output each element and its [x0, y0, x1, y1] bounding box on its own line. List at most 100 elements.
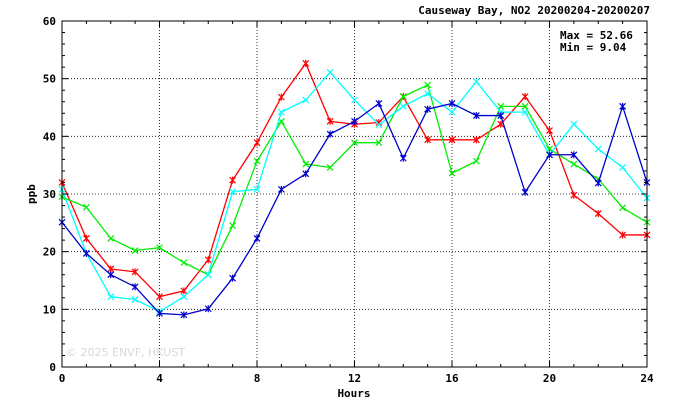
- data-point: [204, 256, 212, 264]
- y-tick-label: 40: [43, 130, 56, 143]
- data-point: [180, 287, 188, 295]
- data-point: [107, 293, 115, 301]
- data-point: [399, 154, 407, 162]
- series-4: [58, 99, 651, 319]
- y-tick-label: 50: [43, 73, 56, 86]
- data-point: [302, 59, 310, 67]
- data-point: [277, 185, 285, 193]
- data-point: [521, 188, 529, 196]
- data-point: [472, 112, 480, 120]
- data-point: [424, 105, 432, 113]
- series-layer: [58, 59, 651, 319]
- data-point: [229, 274, 237, 282]
- data-point: [375, 99, 383, 107]
- data-point: [619, 204, 627, 212]
- data-point: [351, 139, 358, 147]
- data-point: [448, 108, 456, 116]
- min-stat: Min = 9.04: [560, 41, 627, 54]
- y-tick-label: 10: [43, 303, 56, 316]
- axis-ticks: 0 4 8 12 16 20 24 0 10 20 30 40 50 60: [43, 15, 654, 385]
- y-axis-label: ppb: [25, 184, 38, 204]
- y-tick-label: 60: [43, 15, 56, 28]
- x-tick-label: 8: [254, 372, 261, 385]
- data-point: [594, 145, 602, 153]
- data-point: [472, 78, 480, 85]
- x-tick-label: 24: [640, 372, 654, 385]
- data-point: [448, 99, 456, 107]
- data-point: [594, 179, 602, 187]
- data-point: [156, 293, 163, 301]
- series-3: [58, 68, 651, 316]
- data-point: [82, 203, 90, 211]
- data-point: [375, 139, 383, 147]
- data-point: [277, 93, 285, 101]
- data-point: [399, 93, 407, 100]
- data-point: [570, 160, 578, 168]
- data-point: [399, 102, 407, 110]
- data-point: [277, 108, 285, 116]
- data-point: [302, 160, 310, 168]
- data-point: [302, 170, 310, 178]
- data-point: [497, 112, 505, 120]
- data-point: [619, 102, 627, 110]
- data-point: [131, 247, 139, 254]
- chart-title: Causeway Bay, NO2 20200204-20200207: [418, 4, 650, 17]
- y-tick-label: 30: [43, 188, 56, 201]
- data-point: [326, 164, 334, 171]
- data-point: [570, 191, 578, 199]
- data-point: [107, 234, 115, 242]
- data-point: [82, 234, 90, 242]
- data-point: [570, 151, 578, 159]
- data-point: [131, 268, 139, 276]
- data-point: [156, 309, 163, 317]
- data-point: [619, 231, 627, 239]
- data-point: [497, 102, 505, 110]
- data-point: [546, 127, 553, 135]
- data-point: [180, 293, 188, 301]
- data-point: [253, 185, 261, 193]
- data-point: [619, 164, 627, 171]
- data-point: [131, 296, 139, 303]
- data-point: [424, 81, 432, 89]
- grid: [62, 21, 647, 367]
- data-point: [448, 169, 456, 177]
- series-2: [58, 81, 651, 279]
- x-tick-label: 16: [445, 372, 459, 385]
- data-point: [326, 68, 334, 76]
- y-tick-label: 0: [49, 361, 56, 374]
- max-stat: Max = 52.66: [560, 29, 633, 42]
- x-axis-label: Hours: [337, 387, 370, 400]
- data-point: [229, 176, 237, 184]
- data-point: [472, 136, 480, 144]
- data-point: [424, 90, 432, 98]
- data-point: [472, 157, 480, 165]
- data-point: [546, 151, 553, 159]
- data-point: [351, 96, 358, 104]
- data-point: [253, 157, 261, 165]
- data-point: [521, 93, 529, 101]
- data-point: [375, 121, 383, 129]
- data-point: [180, 259, 188, 267]
- data-point: [204, 271, 212, 279]
- data-point: [229, 188, 237, 196]
- data-point: [302, 96, 310, 104]
- data-point: [594, 210, 602, 218]
- x-tick-label: 12: [348, 372, 361, 385]
- data-point: [82, 249, 90, 257]
- data-point: [351, 117, 358, 125]
- data-point: [521, 108, 529, 116]
- x-tick-label: 20: [543, 372, 556, 385]
- data-point: [326, 130, 334, 138]
- data-point: [180, 311, 188, 319]
- data-point: [131, 283, 139, 291]
- x-tick-label: 0: [59, 372, 66, 385]
- watermark: © 2025 ENVF, HKUST: [66, 346, 185, 359]
- data-point: [521, 102, 529, 110]
- data-point: [107, 271, 115, 279]
- x-tick-label: 4: [156, 372, 163, 385]
- data-point: [326, 117, 334, 125]
- data-point: [570, 120, 578, 128]
- data-point: [424, 136, 432, 144]
